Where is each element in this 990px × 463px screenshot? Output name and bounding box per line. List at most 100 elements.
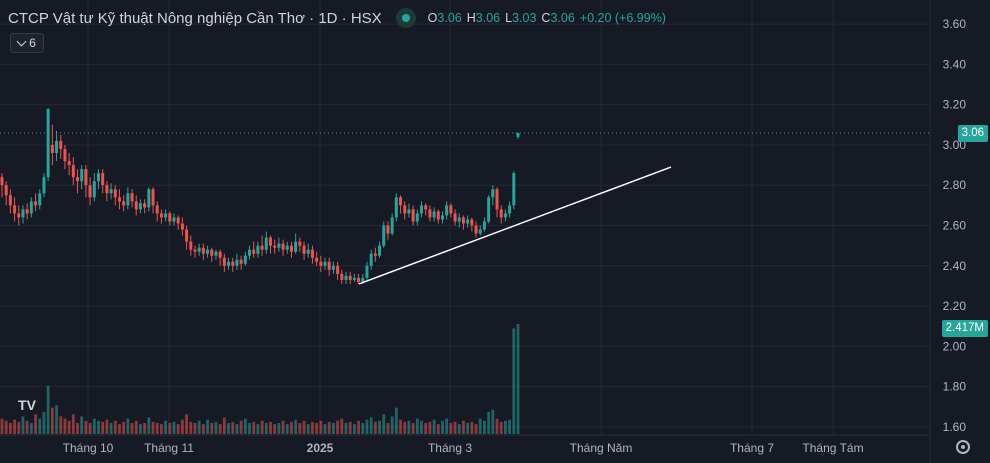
volume-bar [42,412,46,434]
candle-body [201,247,205,254]
candle-body [302,245,306,254]
time-tick-label: Tháng 3 [428,441,472,455]
volume-bar [483,420,486,434]
candle-body [390,217,394,234]
candle-body [268,237,272,246]
candle-body [243,255,247,264]
volume-bar [176,424,180,434]
volume-bar [269,421,272,434]
candle-body [13,205,17,214]
candle-body [21,209,25,218]
candle-body [382,225,386,246]
candle-body [315,257,319,262]
candle-body [29,201,33,214]
candle-body [516,132,520,137]
price-tick-label: 2.60 [943,219,967,233]
volume-bar [243,418,247,434]
candle-body [92,181,96,198]
time-tick-label: Tháng 10 [63,441,114,455]
candle-body [331,265,335,270]
candle-body [260,245,264,250]
volume-bar [97,420,100,434]
candle-body [478,229,482,234]
candle-body [88,185,92,198]
candle-body [340,273,344,280]
volume-bar [436,424,440,434]
time-tick-label: 2025 [307,441,334,455]
close-key: C [541,11,551,25]
candle-body [411,209,415,222]
volume-bar [403,421,407,434]
volume-bar [0,418,4,434]
volume-bar [445,418,449,434]
volume-bar [327,421,331,434]
candle-body [512,173,516,206]
volume-bar [390,416,394,434]
candle-body [285,245,289,250]
high-value: 3.06 [475,11,501,25]
volume-bar [67,420,71,434]
volume-bar [76,423,79,434]
candle-body [151,189,155,206]
volume-bar [214,421,218,434]
candle-body [310,249,314,258]
candle-body [189,241,193,250]
volume-bar [348,421,352,434]
candle-body [231,261,235,266]
volume-bar [160,424,163,434]
volume-bar [478,418,482,434]
candle-body [134,201,138,210]
candle-body [487,197,491,222]
volume-bar [210,423,214,434]
candle-body [8,195,12,206]
volume-bar [319,420,323,434]
volume-bar [239,420,243,434]
volume-bar [394,407,398,434]
tradingview-logo[interactable]: TV [18,397,36,413]
volume-bar [201,424,205,434]
candle-body [59,140,63,149]
candle-body [277,243,281,248]
candle-body [252,249,256,254]
volume-bar [306,424,310,434]
volume-bar [122,421,126,434]
candle-body [399,197,403,206]
candle-body [449,205,453,214]
volume-bar [139,424,142,434]
high-key: H [466,11,476,25]
volume-bar [185,414,188,434]
volume-bar [369,417,373,434]
volume-bar [193,423,197,434]
candle-body [168,213,172,222]
volume-bar [189,421,193,434]
candle-body [138,203,142,210]
symbol-title[interactable]: CTCP Vật tư Kỹ thuật Nông nghiệp Cần Thơ… [8,9,382,27]
time-tick-label: Tháng 7 [730,441,774,455]
volume-bar [34,414,37,434]
candle-body [289,245,293,252]
candle-body [206,249,210,254]
volume-bar [59,416,63,434]
ohlc-readout: O3.06 H3.06 L3.03 C3.06 +0.20 (+6.99%) [428,11,666,25]
candle-body [386,225,390,234]
low-key: L [505,11,513,25]
market-status-icon[interactable] [395,8,416,28]
volume-bar [25,420,29,434]
candle-body [130,193,134,202]
candle-body [105,185,109,194]
volume-bar [277,423,281,434]
volume-bar [264,423,268,434]
candle-body [164,213,168,218]
price-tick-label: 3.40 [943,57,967,71]
volume-bar [101,421,105,434]
candle-body [17,213,21,218]
volume-bar [420,420,423,434]
indicators-toggle-button[interactable]: 6 [10,33,44,53]
candle-body [172,217,176,222]
volume-bar [231,421,235,434]
candle-body [378,245,382,256]
candle-body [67,161,71,166]
gear-icon[interactable] [956,440,970,454]
